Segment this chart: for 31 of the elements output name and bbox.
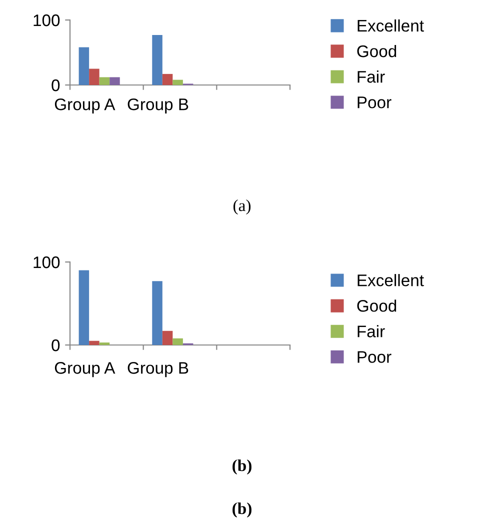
legend-label: Fair	[358, 70, 385, 83]
bar	[172, 338, 183, 345]
text: (b)	[232, 459, 252, 475]
bar	[78, 47, 90, 85]
x-tick-label: Group B	[128, 98, 188, 114]
bar	[172, 80, 183, 85]
y-tick-label: 0	[52, 339, 60, 352]
bar	[110, 77, 120, 85]
legend-label: Poor	[358, 96, 392, 108]
x-tick-label: Group A	[54, 362, 116, 378]
legend-label: Poor	[358, 351, 392, 363]
bar	[152, 34, 162, 85]
bar	[78, 270, 90, 345]
legend-label: Good	[357, 300, 396, 312]
legend-label: Excellent	[358, 19, 424, 32]
bar	[162, 74, 173, 85]
legend-label: Fair	[358, 325, 385, 338]
text: (b)	[232, 502, 252, 518]
legend-label: Excellent	[358, 274, 424, 286]
x-tick-label: Group A	[54, 98, 116, 114]
bar	[99, 77, 110, 85]
y-tick-label: 0	[52, 79, 60, 92]
bar	[162, 330, 173, 345]
y-tick-label: 100	[34, 256, 60, 268]
y-tick-label: 100	[34, 14, 60, 26]
x-tick-label: Group B	[128, 362, 188, 378]
legend-label: Good	[357, 44, 396, 58]
text: (a)	[233, 199, 251, 215]
bar	[89, 68, 100, 85]
bar	[89, 340, 100, 345]
bar	[152, 281, 162, 345]
